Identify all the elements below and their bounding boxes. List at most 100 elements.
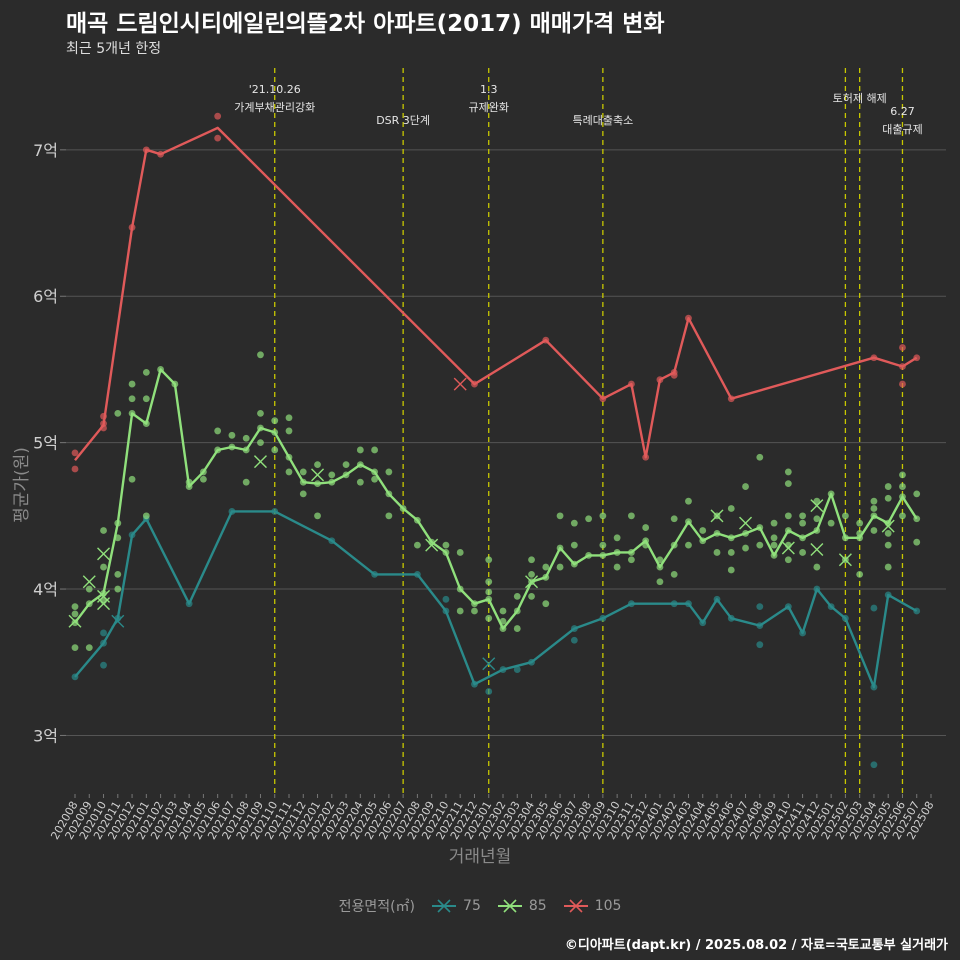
cross-85	[97, 589, 111, 603]
legend-label-105: 105	[594, 898, 622, 914]
cross-stroke	[97, 589, 111, 603]
point-85	[899, 512, 906, 520]
point-85	[913, 538, 921, 546]
point-85	[257, 409, 264, 417]
point-85	[856, 571, 864, 578]
point-85	[742, 544, 749, 552]
point-105	[214, 134, 222, 142]
point-85	[884, 494, 892, 502]
cross-stroke	[425, 538, 439, 552]
point-85	[628, 556, 635, 564]
point-85	[899, 483, 906, 490]
cross-85	[710, 509, 724, 523]
y-tick-label: 4억	[33, 580, 58, 599]
cross-85	[838, 553, 852, 567]
cross-85	[68, 614, 82, 628]
point-85	[813, 563, 821, 571]
point-85	[242, 478, 250, 486]
point-75	[100, 661, 107, 669]
point-85	[613, 534, 621, 542]
chart-subtitle: 최근 5개년 한정	[66, 41, 162, 57]
legend: 전용면적(㎡) 75 85 105	[0, 896, 960, 916]
point-85	[214, 427, 222, 435]
point-85	[670, 515, 678, 523]
point-85	[656, 556, 664, 564]
point-85	[371, 475, 378, 483]
point-85	[471, 607, 478, 615]
point-85	[784, 468, 792, 476]
point-85	[71, 610, 79, 618]
cross-85	[810, 499, 824, 513]
legend-item-85: 85	[497, 898, 547, 914]
point-85	[342, 461, 350, 468]
point-85	[456, 607, 464, 615]
point-75	[756, 641, 764, 649]
point-75	[870, 761, 878, 769]
point-85	[200, 475, 207, 483]
cross-85	[97, 547, 111, 561]
cross-stroke	[781, 541, 795, 555]
point-85	[799, 519, 806, 527]
point-85	[784, 480, 792, 488]
point-85	[100, 563, 107, 571]
point-85	[228, 431, 236, 439]
policy-label: 대출규제	[882, 123, 922, 136]
cross-85	[425, 538, 439, 552]
point-85	[485, 556, 493, 564]
y-tick-label: 5억	[33, 434, 58, 453]
x-axis-label: 거래년월	[448, 847, 512, 867]
legend-label-85: 85	[528, 898, 547, 914]
point-85	[257, 439, 264, 447]
x-axis-ticks: 2020082020092020102020112020122021012021…	[48, 794, 937, 842]
cross-stroke	[525, 575, 539, 589]
point-85	[142, 512, 150, 520]
line-85	[74, 368, 918, 630]
point-85	[485, 614, 493, 622]
point-85	[585, 515, 592, 523]
point-75	[513, 666, 521, 673]
cross-75	[482, 657, 496, 671]
cross-stroke	[68, 614, 82, 628]
policy-label: 6.27	[890, 105, 915, 118]
point-85	[528, 592, 535, 600]
point-85	[685, 497, 692, 505]
point-85	[371, 446, 378, 454]
y-tick-label: 3억	[33, 726, 58, 745]
point-85	[884, 541, 892, 549]
cross-stroke	[739, 516, 753, 530]
point-85	[570, 519, 578, 527]
point-85	[100, 527, 107, 534]
cross-stroke	[810, 543, 824, 557]
point-85	[628, 512, 635, 520]
point-85	[271, 417, 279, 425]
point-75	[756, 603, 764, 611]
point-85	[242, 434, 250, 442]
policy-label: '21.10.26	[249, 83, 301, 96]
point-85	[756, 541, 764, 549]
point-85	[599, 541, 607, 549]
point-85	[356, 446, 364, 454]
point-85	[314, 512, 321, 520]
point-85	[128, 395, 136, 403]
policy-label: 토허제 해제	[833, 91, 887, 105]
cross-stroke	[710, 509, 724, 523]
point-85	[114, 409, 122, 417]
point-85	[599, 512, 607, 520]
point-85	[884, 483, 892, 490]
point-85	[414, 541, 421, 549]
point-85	[727, 505, 735, 512]
point-75	[485, 688, 493, 695]
policy-label: DSR 3단계	[376, 114, 430, 127]
source-caption: ©디아파트(dapt.kr) / 2025.08.02 / 자료=국토교통부 실…	[564, 938, 948, 953]
point-85	[799, 512, 806, 520]
cross-stroke	[810, 499, 824, 513]
y-axis-label: 평균가(원)	[11, 447, 32, 523]
policy-label: 규제완화	[468, 101, 508, 114]
point-85	[385, 468, 393, 476]
chart-title: 매곡 드림인시티에일린의뜰2차 아파트(2017) 매매가격 변화	[66, 11, 665, 37]
point-85	[299, 468, 307, 476]
cross-85	[82, 575, 96, 589]
point-85	[770, 541, 778, 549]
y-tick-label: 7억	[33, 141, 58, 160]
